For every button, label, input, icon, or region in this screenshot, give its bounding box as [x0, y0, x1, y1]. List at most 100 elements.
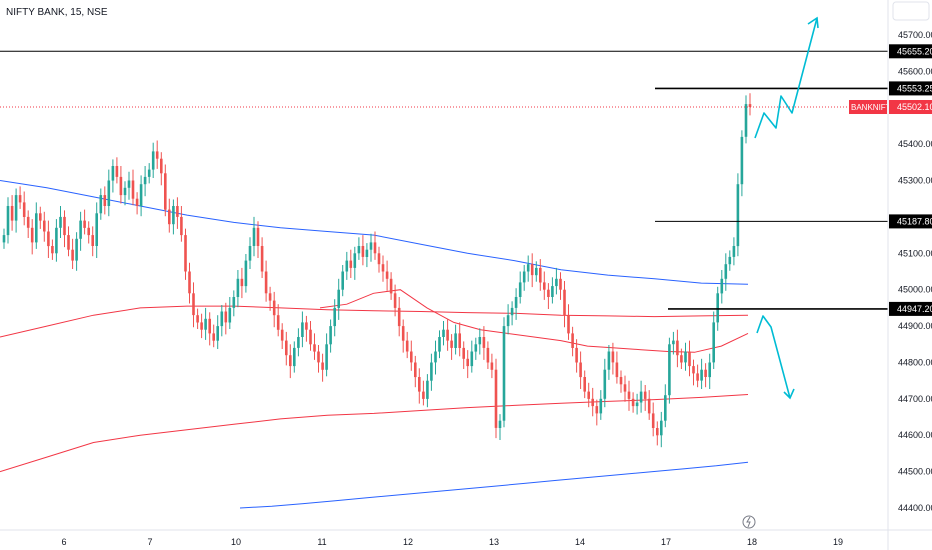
- candle-body: [204, 318, 207, 330]
- candle: [430, 353, 433, 391]
- candle-body: [643, 391, 647, 399]
- candle-body: [660, 420, 663, 436]
- candle: [184, 228, 187, 280]
- candle: [510, 301, 514, 326]
- candle: [522, 265, 526, 291]
- candle: [454, 324, 457, 355]
- candle-body: [99, 195, 103, 214]
- candle-body: [285, 340, 288, 356]
- candle-body: [700, 369, 703, 381]
- candle-body: [184, 235, 187, 272]
- candle: [373, 231, 377, 260]
- candle: [224, 302, 228, 335]
- time-tick-label: 11: [317, 537, 326, 547]
- level-tag-label: 45655.20: [897, 46, 932, 56]
- candle: [168, 198, 171, 233]
- horizontal-levels[interactable]: BANKNIFTY 45502.10 45655.20 45553.25 45187.8…: [0, 44, 932, 316]
- candle-body: [539, 267, 542, 283]
- candle-body: [349, 260, 353, 268]
- candle-body: [127, 180, 131, 188]
- candle-body: [55, 227, 58, 254]
- candle-body: [313, 344, 316, 352]
- level-tag[interactable]: [889, 214, 932, 229]
- candle: [95, 202, 98, 258]
- candle: [361, 235, 365, 266]
- candle-body: [732, 246, 736, 257]
- time-axis[interactable]: 6 7 10 11 12 13 14 17 18 19: [0, 529, 932, 547]
- candle: [240, 267, 244, 299]
- candle: [708, 353, 711, 389]
- candle-body: [220, 311, 224, 327]
- candle-body: [422, 391, 425, 399]
- candle: [393, 284, 397, 317]
- time-tick-label: 19: [833, 537, 843, 547]
- clock-icon[interactable]: [742, 515, 756, 529]
- candle: [196, 308, 199, 329]
- candle: [660, 411, 663, 448]
- candle: [192, 282, 195, 328]
- price-axis[interactable]: 45700.00 45600.00 45400.00 45300.00 45100.00…: [887, 0, 932, 550]
- candle-body: [256, 227, 260, 246]
- candle-body: [635, 402, 639, 407]
- candle: [51, 239, 54, 260]
- candle: [635, 393, 639, 415]
- candle-body: [518, 282, 522, 297]
- candle-body: [668, 344, 671, 396]
- candle-body: [365, 249, 369, 257]
- candle: [59, 206, 62, 238]
- projection-arrows[interactable]: [754, 16, 819, 400]
- candle: [91, 226, 94, 257]
- candle-body: [696, 373, 699, 381]
- candle: [466, 350, 469, 379]
- candle-body: [611, 351, 615, 363]
- candle-body: [6, 206, 10, 236]
- candle: [728, 250, 732, 271]
- candle-body: [478, 337, 482, 345]
- candle: [656, 421, 659, 446]
- bearish-projection-path[interactable]: [756, 315, 791, 399]
- price-tick-label: 44700.00: [898, 394, 932, 404]
- candle: [591, 387, 594, 417]
- candle-body: [494, 369, 498, 428]
- candle: [264, 260, 268, 302]
- candle: [71, 238, 74, 269]
- candle: [26, 210, 30, 238]
- candle: [744, 95, 748, 144]
- candle-body: [111, 166, 115, 181]
- candle: [530, 253, 534, 288]
- candle: [280, 323, 284, 349]
- candle: [220, 305, 224, 337]
- candle-body: [426, 380, 429, 399]
- candle-body: [583, 377, 586, 392]
- candle-body: [59, 216, 62, 228]
- candle: [160, 152, 163, 186]
- candle: [47, 220, 50, 258]
- candle: [22, 191, 26, 226]
- candle-body: [405, 340, 409, 352]
- candle: [494, 358, 498, 439]
- level-tag[interactable]: [889, 81, 932, 96]
- level-tag[interactable]: [889, 301, 932, 316]
- candle: [696, 364, 699, 388]
- candle-body: [276, 315, 280, 330]
- candle: [627, 380, 631, 411]
- price-tick-label: 44900.00: [898, 321, 932, 331]
- top-right-control[interactable]: [892, 1, 930, 21]
- bullish-projection-path[interactable]: [754, 17, 818, 139]
- candle: [329, 319, 332, 353]
- candle-body: [39, 213, 42, 221]
- candle: [119, 166, 123, 204]
- candle-body: [123, 187, 127, 196]
- candle-body: [232, 297, 236, 308]
- price-tick-label: 45300.00: [898, 176, 932, 186]
- level-tag[interactable]: [889, 44, 932, 59]
- candle: [164, 164, 167, 217]
- candle-body: [470, 351, 474, 367]
- candle-body: [63, 216, 66, 236]
- candle-body: [208, 318, 211, 334]
- level-tag-label: 45553.25: [897, 83, 932, 93]
- candle: [514, 288, 518, 320]
